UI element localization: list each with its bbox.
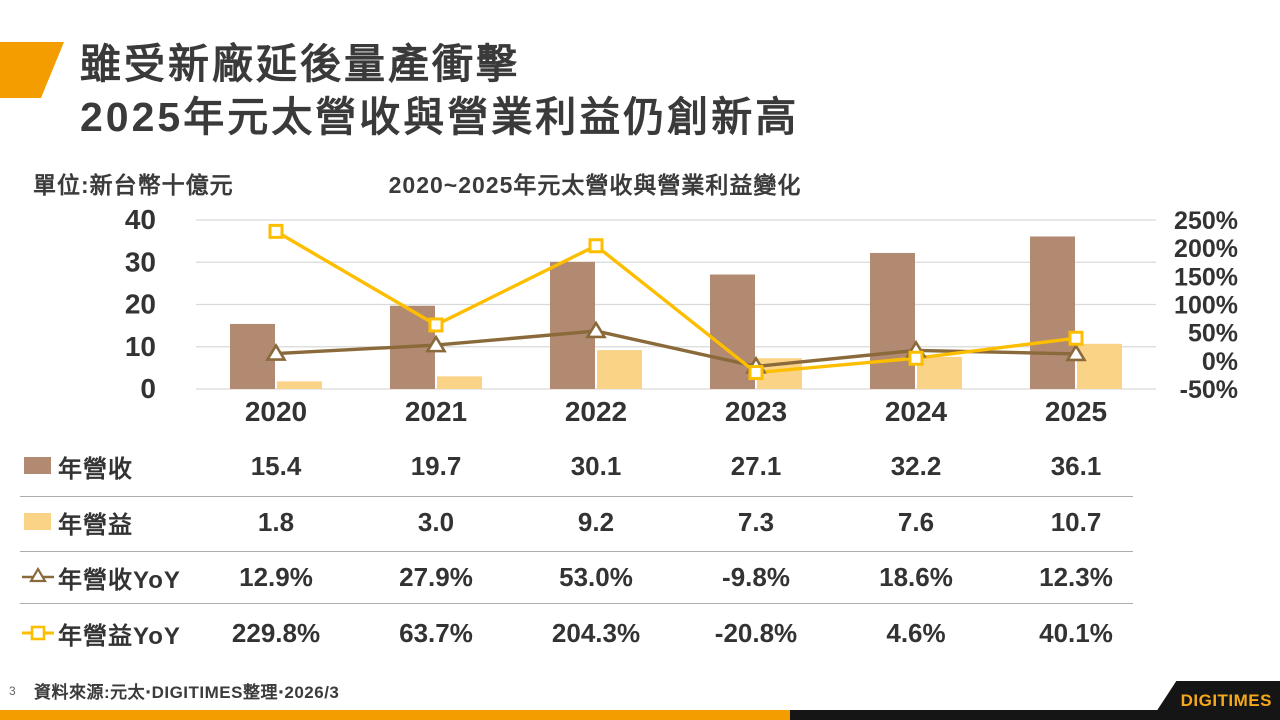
legend-年營益YoY: 年營益YoY xyxy=(22,605,181,661)
bar-年營益 xyxy=(277,381,322,389)
legend-年營益: 年營益 xyxy=(22,494,133,550)
marker-square xyxy=(1068,330,1084,346)
marker-square xyxy=(428,317,444,333)
bar-年營收 xyxy=(870,252,915,389)
cell-年營收YoY-2025: 12.3% xyxy=(1039,562,1113,592)
left-axis-tick: 10 xyxy=(125,331,156,362)
cell-年營收YoY-2021: 27.9% xyxy=(399,562,473,592)
line-年營收YoY xyxy=(275,329,1077,369)
legend-年營收YoY: 年營收YoY xyxy=(22,549,181,605)
cell-年營益-2020: 1.8 xyxy=(257,507,295,537)
cell-年營收-2022: 30.1 xyxy=(570,451,622,481)
marker-square xyxy=(908,350,924,366)
year-label: 2020 xyxy=(245,396,307,427)
left-axis-tick: 40 xyxy=(125,204,156,235)
year-label: 2024 xyxy=(885,396,948,427)
table-row-年營收: 年營收 15.4 19.7 30.1 27.1 32.2 36.1 xyxy=(0,438,1280,494)
left-axis-tick: 0 xyxy=(140,373,156,404)
cell-年營益YoY-2020: 229.8% xyxy=(231,618,321,648)
cell-年營益YoY-2021: 63.7% xyxy=(399,618,473,648)
right-axis-tick: -50% xyxy=(1180,376,1238,404)
bar-yellow-icon xyxy=(24,513,51,530)
table-separator xyxy=(20,496,1133,497)
left-axis-tick: 20 xyxy=(125,289,156,320)
source-note: 資料來源:元太‧DIGITIMES整理‧2026/3 xyxy=(34,683,340,702)
year-label: 2023 xyxy=(725,396,787,427)
bar-年營益 xyxy=(1077,343,1122,389)
cell-年營益-2025: 10.7 xyxy=(1050,507,1102,537)
right-axis-tick: 250% xyxy=(1174,207,1238,235)
table-separator xyxy=(20,551,1133,552)
right-axis-tick: 150% xyxy=(1174,263,1238,291)
digitimes-logo: DIGITIMES xyxy=(1150,681,1280,720)
year-label: 2025 xyxy=(1045,396,1107,427)
line-年營益YoY xyxy=(275,229,1077,375)
bar-年營收 xyxy=(550,261,595,389)
year-label: 2021 xyxy=(405,396,467,427)
cell-年營收YoY-2020: 12.9% xyxy=(239,562,313,592)
legend-label: 年營益 xyxy=(58,511,133,539)
cell-年營益YoY-2022: 204.3% xyxy=(551,618,641,648)
page-title-line1: 雖受新廠延後量產衝擊 xyxy=(80,41,520,87)
bottom-bar-orange xyxy=(0,710,790,720)
line-square-icon xyxy=(22,625,54,641)
marker-square xyxy=(748,365,764,381)
legend-label: 年營收YoY xyxy=(58,566,181,594)
cell-年營益-2022: 9.2 xyxy=(577,507,615,537)
bar-年營益 xyxy=(917,356,962,389)
digitimes-logo-text: DIGITIMES xyxy=(1180,690,1272,710)
cell-年營收YoY-2024: 18.6% xyxy=(879,562,953,592)
axis-unit-label: 單位:新台幣十億元 xyxy=(33,172,234,198)
cell-年營收-2024: 32.2 xyxy=(890,451,942,481)
marker-square xyxy=(588,238,604,254)
bar-年營收 xyxy=(230,323,275,389)
bar-年營益 xyxy=(597,350,642,389)
marker-triangle xyxy=(585,320,607,339)
cell-年營益-2021: 3.0 xyxy=(417,507,455,537)
table-separator xyxy=(20,603,1133,604)
left-axis-tick: 30 xyxy=(125,246,156,277)
page-title-line2: 2025年元太營收與營業利益仍創新高 xyxy=(80,94,800,140)
right-axis-tick: 0% xyxy=(1202,348,1238,376)
table-row-年營收YoY: 年營收YoY 12.9% 27.9% 53.0% -9.8% 18.6% 12.3% xyxy=(0,549,1280,605)
cell-年營收YoY-2022: 53.0% xyxy=(559,562,633,592)
year-label: 2022 xyxy=(565,396,627,427)
cell-年營收-2023: 27.1 xyxy=(730,451,782,481)
cell-年營益-2024: 7.6 xyxy=(897,507,935,537)
legend-label: 年營收 xyxy=(58,455,133,483)
cell-年營益YoY-2024: 4.6% xyxy=(886,618,946,648)
page-number: 3 xyxy=(9,684,16,698)
cell-年營收-2021: 19.7 xyxy=(410,451,462,481)
legend-年營收: 年營收 xyxy=(22,438,133,494)
bar-brown-icon xyxy=(24,457,51,474)
cell-年營收-2025: 36.1 xyxy=(1050,451,1102,481)
cell-年營益-2023: 7.3 xyxy=(737,507,775,537)
bottom-bar-black xyxy=(790,710,1280,720)
chart-title: 2020~2025年元太營收與營業利益變化 xyxy=(388,172,802,198)
table-row-年營益: 年營益 1.8 3.0 9.2 7.3 7.6 10.7 xyxy=(0,494,1280,550)
cell-年營益YoY-2025: 40.1% xyxy=(1039,618,1113,648)
bar-年營益 xyxy=(437,376,482,389)
table-row-年營益YoY: 年營益YoY 229.8% 63.7% 204.3% -20.8% 4.6% 40.1% xyxy=(0,605,1280,661)
page-title: 雖受新廠延後量產衝擊 2025年元太營收與營業利益仍創新高 xyxy=(80,38,799,144)
right-axis-tick: 50% xyxy=(1188,320,1238,348)
right-axis-tick: 200% xyxy=(1174,235,1238,263)
right-axis-tick: 100% xyxy=(1174,292,1238,320)
marker-square xyxy=(268,223,284,239)
bar-年營收 xyxy=(1030,236,1075,389)
marker-triangle xyxy=(265,343,287,361)
line-triangle-icon xyxy=(22,566,54,583)
cell-年營收YoY-2023: -9.8% xyxy=(722,562,790,592)
cell-年營收-2020: 15.4 xyxy=(250,451,302,481)
marker-triangle xyxy=(1065,343,1087,362)
data-table: 年營收 15.4 19.7 30.1 27.1 32.2 36.1 年營益 1.8 3.0 9.2 7… xyxy=(0,430,1280,660)
legend-label: 年營益YoY xyxy=(58,622,181,650)
cell-年營益YoY-2023: -20.8% xyxy=(714,618,798,648)
marker-triangle xyxy=(425,334,447,353)
